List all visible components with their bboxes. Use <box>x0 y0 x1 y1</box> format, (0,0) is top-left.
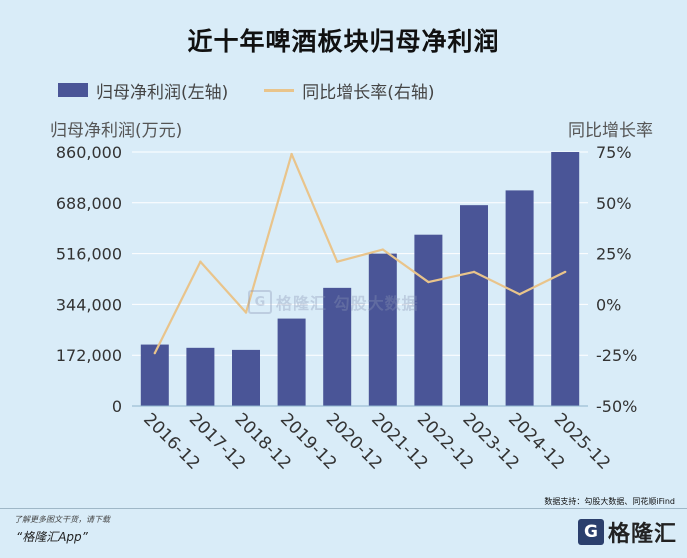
data-source: 数据支持：勾股大数据、同花顺iFind <box>544 497 675 506</box>
growth-rate-line <box>153 152 566 354</box>
legend-swatch-line <box>264 88 295 92</box>
left-tick-label: 0 <box>112 397 122 416</box>
chart-title: 近十年啤酒板块归母净利润 <box>187 27 500 56</box>
bar <box>232 349 260 406</box>
growth-rate-point <box>381 248 384 251</box>
legend-label-bar: 归母净利润(左轴) <box>96 82 229 103</box>
growth-rate-point <box>472 270 476 274</box>
left-axis-title: 归母净利润(万元) <box>50 121 183 141</box>
watermark: G 格隆汇 勾股大数据 <box>248 290 419 314</box>
left-tick-label: 172,000 <box>56 346 122 365</box>
brand-logo-icon: G <box>577 519 604 545</box>
growth-rate-point <box>518 293 521 296</box>
combo-chart: 0 -50% 172,000 -25% 344,000 0% 516,000 25% 688,0… <box>56 143 638 474</box>
brand: G 格隆汇 <box>577 516 677 548</box>
legend-item-bar: 归母净利润(左轴) <box>58 78 228 103</box>
watermark-text: 格隆汇 勾股大数据 <box>276 294 419 313</box>
right-tick-label: 75% <box>596 143 632 162</box>
right-tick-label: 25% <box>596 245 632 264</box>
bar <box>186 347 215 406</box>
left-tick-label: 860,000 <box>56 143 122 162</box>
right-tick-label: -25% <box>596 346 637 365</box>
footer-divider <box>0 508 687 509</box>
bar <box>460 205 488 406</box>
growth-rate-point <box>199 260 202 263</box>
growth-rate-point <box>153 351 156 355</box>
bar <box>414 234 443 406</box>
right-axis-title: 同比增长率 <box>568 121 653 141</box>
legend-swatch-bar <box>58 83 88 97</box>
legend-item-line: 同比增长率(右轴) <box>264 78 435 103</box>
bar <box>323 287 352 406</box>
legend-label-line: 同比增长率(右轴) <box>302 82 435 103</box>
right-tick-label: 0% <box>596 295 621 314</box>
growth-rate-point <box>336 260 339 263</box>
bar <box>140 344 169 406</box>
bar <box>505 190 534 406</box>
growth-rate-point <box>564 270 567 274</box>
chart-legend: 归母净利润(左轴) 同比增长率(右轴) <box>58 78 471 103</box>
right-tick-label: 50% <box>596 194 632 213</box>
bar <box>551 152 580 406</box>
left-tick-label: 688,000 <box>56 194 122 213</box>
brand-name: 格隆汇 <box>607 522 677 547</box>
left-tick-label: 344,000 <box>56 295 122 314</box>
left-tick-label: 516,000 <box>56 245 122 264</box>
watermark-logo-icon: G <box>248 290 272 314</box>
growth-rate-point <box>427 280 430 284</box>
footer-note: 了解更多图文干货，请下载 <box>14 515 110 524</box>
bar <box>277 318 306 406</box>
footer-app-name: “格隆汇App” <box>16 530 88 544</box>
growth-rate-point <box>244 311 248 314</box>
right-tick-label: -50% <box>596 397 637 416</box>
bar <box>368 253 397 406</box>
growth-rate-point <box>290 152 293 156</box>
